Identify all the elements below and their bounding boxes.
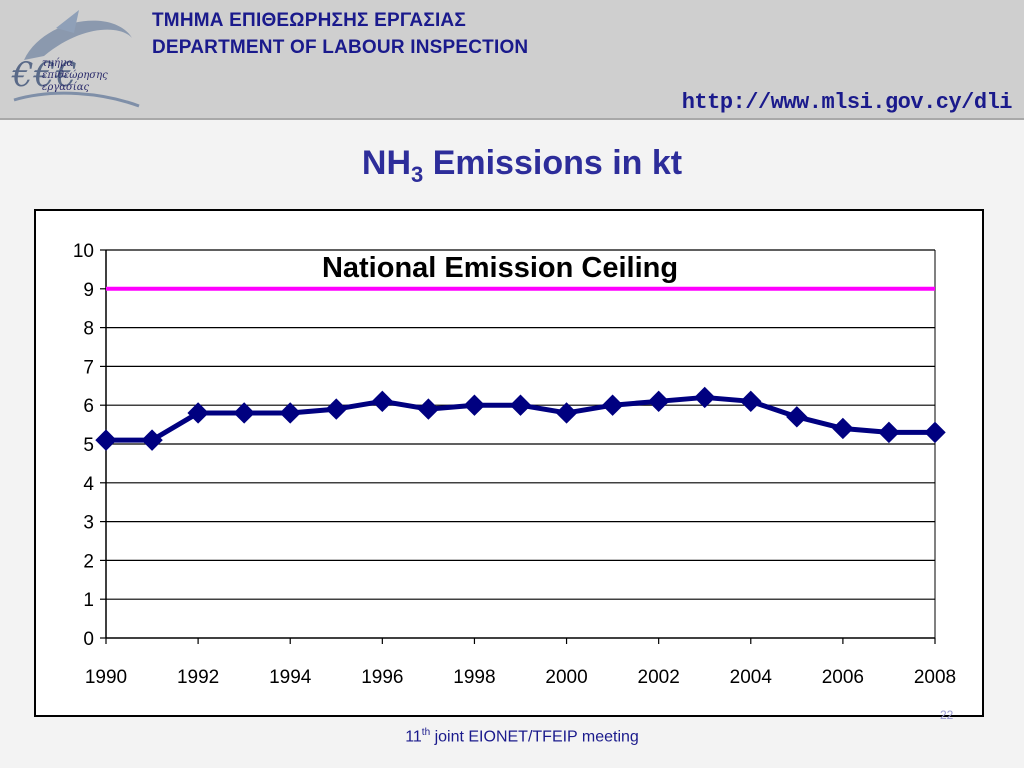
data-point-1994[interactable]: [279, 402, 301, 424]
y-tick-label-2: 2: [83, 551, 94, 572]
footer-meeting: 11th joint EIONET/TFEIP meeting: [0, 727, 1024, 746]
y-tick-label-3: 3: [83, 513, 94, 534]
title-suffix: Emissions in kt: [423, 144, 683, 182]
y-tick-label-9: 9: [83, 280, 94, 301]
y-tick-label-1: 1: [83, 590, 94, 611]
ceiling-label: National Emission Ceiling: [322, 252, 678, 284]
y-tick-label-6: 6: [83, 396, 94, 417]
data-point-2008[interactable]: [924, 421, 946, 444]
svg-text:€€€: €€€: [11, 55, 77, 95]
x-tick-label-2008: 2008: [914, 667, 956, 688]
data-point-1991[interactable]: [141, 429, 163, 451]
data-point-2007[interactable]: [878, 421, 900, 444]
data-point-2004[interactable]: [740, 390, 762, 413]
x-tick-label-2006: 2006: [822, 667, 864, 688]
data-point-2002[interactable]: [647, 390, 670, 413]
data-point-1996[interactable]: [371, 390, 394, 413]
data-point-2005[interactable]: [786, 406, 808, 428]
data-point-2001[interactable]: [601, 394, 624, 416]
x-tick-label-1990: 1990: [85, 667, 127, 688]
footer-number: 11: [405, 728, 422, 746]
data-point-2000[interactable]: [555, 402, 578, 424]
x-tick-label-2002: 2002: [638, 667, 680, 688]
y-tick-label-8: 8: [83, 319, 94, 340]
y-tick-label-4: 4: [83, 474, 94, 495]
x-tick-label-2004: 2004: [730, 667, 773, 688]
slide-header: €€€ τμήμα επιθεώρησης εργασίας ΤΜΗΜΑ ΕΠΙ…: [0, 0, 1024, 120]
footer-ordinal: th: [421, 727, 431, 738]
title-prefix: NH: [361, 144, 411, 182]
footer-text: joint EIONET/TFEIP meeting: [430, 728, 639, 746]
y-tick-label-10: 10: [73, 241, 94, 262]
x-tick-label-1994: 1994: [269, 667, 312, 688]
logo-line1: τμήμα: [42, 58, 74, 69]
data-point-1995[interactable]: [325, 398, 347, 420]
logo-line3: εργασίας: [42, 82, 89, 93]
data-point-1993[interactable]: [233, 402, 255, 424]
website-link[interactable]: http://www.mlsi.gov.cy/dli: [681, 90, 1013, 115]
page-number: 22: [940, 708, 954, 722]
department-name-greek: ΤΜΗΜΑ ΕΠΙΘΕΩΡΗΣΗΣ ΕΡΓΑΣΙΑΣ: [152, 10, 466, 31]
y-tick-label-5: 5: [83, 435, 94, 456]
data-point-2006[interactable]: [832, 417, 854, 440]
x-tick-label-1998: 1998: [453, 667, 495, 688]
y-tick-label-0: 0: [83, 629, 94, 650]
logo-line2: επιθεώρησης: [42, 70, 108, 81]
data-point-1990[interactable]: [95, 429, 117, 451]
data-point-1998[interactable]: [463, 394, 486, 416]
department-name-english: DEPARTMENT OF LABOUR INSPECTION: [152, 37, 529, 58]
x-tick-label-2000: 2000: [545, 667, 587, 688]
x-tick-label-1996: 1996: [361, 667, 403, 688]
y-tick-label-7: 7: [83, 357, 94, 378]
data-point-2003[interactable]: [694, 386, 716, 409]
data-point-1997[interactable]: [417, 398, 440, 420]
x-tick-label-1992: 1992: [177, 667, 219, 688]
data-point-1999[interactable]: [509, 394, 532, 416]
chart-frame: 0 1 2 3 4 5 6 7 8 9 10 1990 1992 1994 1996 1998 2000 2002…: [34, 209, 984, 717]
data-point-1992[interactable]: [187, 402, 209, 424]
title-subscript: 3: [411, 161, 424, 187]
labour-inspection-logo: €€€ τμήμα επιθεώρησης εργασίας: [11, 10, 140, 108]
slide-title: NH3 Emissions in kt: [0, 144, 1024, 188]
